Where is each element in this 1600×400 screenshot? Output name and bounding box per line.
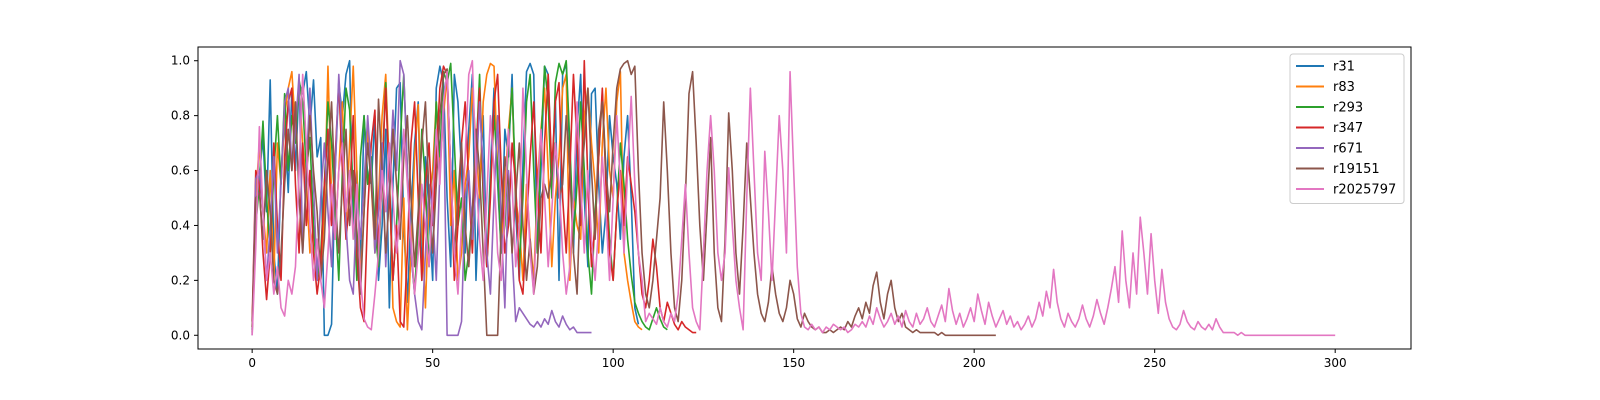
y-tick-label: 0.0 — [171, 328, 190, 342]
legend: r31 r83 r293 r347 r671 r19151 r2025797 — [1289, 53, 1405, 204]
legend-label-r2025797: r2025797 — [1333, 183, 1396, 198]
y-tick-label: 0.6 — [171, 164, 190, 178]
legend-label-r83: r83 — [1333, 80, 1355, 95]
legend-label-r31: r31 — [1333, 60, 1355, 75]
series-line-r19151 — [251, 59, 996, 337]
x-tick-label: 100 — [602, 356, 625, 370]
y-tick-label: 1.0 — [171, 54, 190, 68]
x-axis: 0 50 100 150 200 250 300 — [248, 349, 1347, 370]
legend-label-r293: r293 — [1333, 101, 1363, 116]
series-line-r671 — [251, 59, 592, 337]
y-tick-label: 0.8 — [171, 109, 190, 123]
y-axis: 0.0 0.2 0.4 0.6 0.8 1.0 — [171, 54, 198, 342]
x-tick-label: 150 — [782, 356, 805, 370]
x-tick-label: 250 — [1143, 356, 1166, 370]
legend-label-r671: r671 — [1333, 142, 1363, 157]
legend-label-r347: r347 — [1333, 121, 1363, 136]
axes-frame — [197, 46, 1412, 350]
legend-frame — [1289, 53, 1405, 204]
x-tick-label: 0 — [248, 356, 256, 370]
y-tick-label: 0.2 — [171, 273, 190, 287]
y-tick-label: 0.4 — [171, 218, 190, 232]
x-tick-label: 200 — [963, 356, 986, 370]
x-tick-label: 300 — [1324, 356, 1347, 370]
x-tick-label: 50 — [425, 356, 440, 370]
series-layer — [251, 59, 1336, 337]
legend-label-r19151: r19151 — [1333, 162, 1380, 177]
series-line-r2025797 — [251, 59, 1336, 337]
